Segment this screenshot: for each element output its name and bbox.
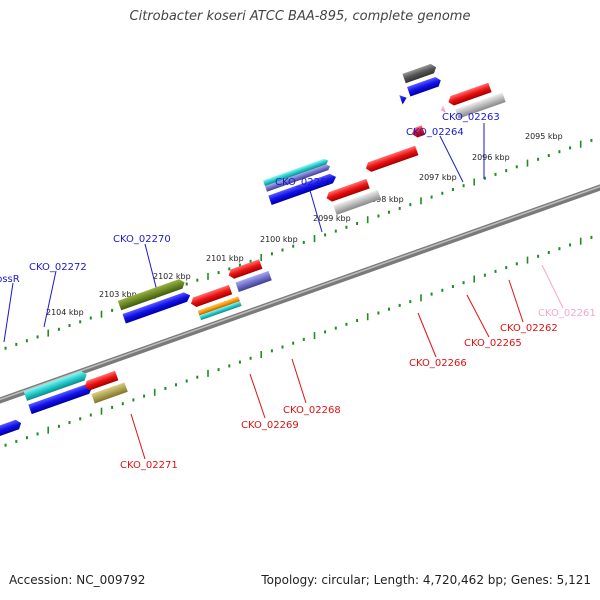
gene-bar[interactable]	[333, 189, 381, 215]
dna-backbone-highlight	[0, 185, 600, 401]
forward-genes	[0, 63, 442, 437]
map-title: Citrobacter koseri ATCC BAA-895, complet…	[129, 9, 471, 24]
gene-bar[interactable]	[407, 76, 442, 97]
gene-bar[interactable]	[117, 278, 186, 311]
label-connectors	[3, 123, 564, 460]
gene-label-cko-02271[interactable]: CKO_02271	[120, 460, 178, 471]
kbp-label-2099: 2099 kbp	[313, 214, 351, 223]
gene-bar[interactable]	[439, 105, 446, 114]
gene-label-cko-02261[interactable]: CKO_02261	[538, 308, 596, 319]
gene-bar[interactable]	[399, 93, 408, 105]
gene-bar[interactable]	[455, 92, 506, 119]
gene-label-cko-02268[interactable]: CKO_02268	[283, 405, 341, 416]
gene-bar[interactable]	[227, 259, 263, 280]
kbp-label-2102: 2102 kbp	[153, 272, 191, 281]
kbp-label-2100: 2100 kbp	[260, 235, 298, 244]
gene-label-cko-02266[interactable]: CKO_02266	[409, 358, 467, 369]
gene-label-cko-02267[interactable]: CKO_02267	[275, 177, 333, 188]
gene-bar[interactable]	[28, 383, 94, 415]
kbp-label-2103: 2103 kbp	[99, 290, 137, 299]
kbp-label-2101: 2101 kbp	[206, 254, 244, 263]
gene-bar[interactable]	[264, 163, 331, 192]
kbp-label-2097: 2097 kbp	[419, 173, 457, 182]
gene-bar[interactable]	[325, 178, 370, 203]
gene-bar[interactable]	[235, 270, 272, 292]
gene-bar[interactable]	[197, 296, 240, 316]
kbp-labels: 2095 kbp 2096 kbp 2097 kbp 2098 kbp 2099…	[46, 132, 563, 317]
kbp-label-2096: 2096 kbp	[472, 153, 510, 162]
gene-bar[interactable]	[410, 125, 426, 138]
lower-tick-row	[4, 235, 593, 447]
gene-bar[interactable]	[262, 158, 329, 187]
kbp-label-2095: 2095 kbp	[525, 132, 563, 141]
gene-bar[interactable]	[91, 382, 128, 404]
gene-label-bssr[interactable]: bssR	[0, 274, 20, 285]
dna-backbone	[0, 184, 600, 404]
gene-labels: CKO_02263 CKO_02264 CKO_02267 CKO_02270 …	[0, 112, 596, 471]
kbp-label-2104: 2104 kbp	[46, 308, 84, 317]
kbp-label-2098: 2098 kbp	[366, 195, 404, 204]
gene-label-cko-02262[interactable]: CKO_02262	[500, 323, 558, 334]
accession-text: Accession: NC_009792	[9, 573, 146, 587]
gene-label-cko-02270[interactable]: CKO_02270	[113, 234, 171, 245]
gene-label-cko-02272[interactable]: CKO_02272	[29, 262, 87, 273]
gene-bar[interactable]	[0, 418, 23, 437]
gene-bar[interactable]	[83, 370, 119, 392]
genome-info-text: Topology: circular; Length: 4,720,462 bp…	[261, 573, 591, 587]
gene-bar[interactable]	[23, 370, 89, 401]
gene-bar[interactable]	[364, 145, 419, 173]
gene-label-cko-02265[interactable]: CKO_02265	[464, 338, 522, 349]
gene-label-cko-02264[interactable]: CKO_02264	[406, 127, 464, 138]
gene-bar[interactable]	[402, 63, 437, 84]
gene-bar[interactable]	[447, 82, 492, 107]
reverse-genes	[83, 82, 506, 404]
gene-label-cko-02263[interactable]: CKO_02263	[442, 112, 500, 123]
gene-bar[interactable]	[122, 291, 192, 324]
gene-bar[interactable]	[199, 301, 242, 321]
gene-bar[interactable]	[268, 172, 337, 206]
gene-label-cko-02269[interactable]: CKO_02269	[241, 420, 299, 431]
gene-bar[interactable]	[189, 284, 233, 308]
